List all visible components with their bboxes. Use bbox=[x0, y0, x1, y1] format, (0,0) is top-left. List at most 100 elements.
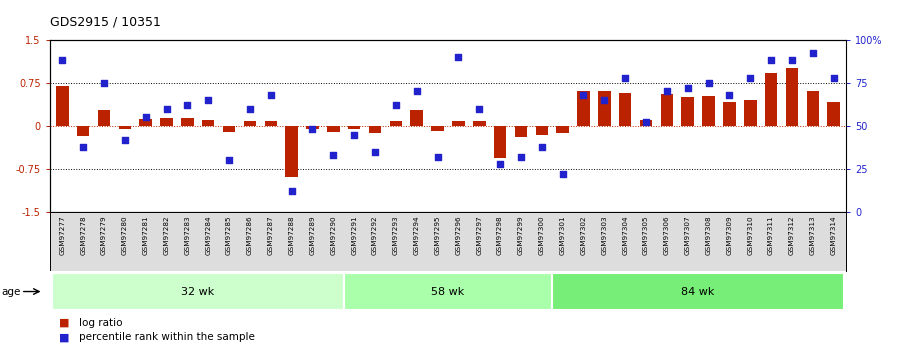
Bar bbox=[765, 73, 777, 126]
Text: GSM97304: GSM97304 bbox=[622, 215, 628, 255]
Bar bbox=[368, 126, 381, 133]
Bar bbox=[702, 96, 715, 126]
Point bbox=[97, 80, 111, 86]
Text: GSM97280: GSM97280 bbox=[122, 215, 128, 255]
Text: GSM97284: GSM97284 bbox=[205, 215, 211, 255]
Text: GSM97286: GSM97286 bbox=[247, 215, 252, 255]
Bar bbox=[473, 121, 485, 126]
Text: 32 wk: 32 wk bbox=[181, 287, 214, 296]
Bar bbox=[98, 110, 110, 126]
Text: GSM97281: GSM97281 bbox=[143, 215, 148, 255]
Text: GSM97311: GSM97311 bbox=[768, 215, 774, 255]
Point bbox=[118, 137, 132, 142]
Point bbox=[472, 106, 487, 111]
Point bbox=[639, 120, 653, 125]
Point bbox=[660, 89, 674, 94]
Bar bbox=[515, 126, 528, 137]
Text: GSM97295: GSM97295 bbox=[434, 215, 441, 255]
Point bbox=[556, 171, 570, 177]
Point bbox=[514, 154, 529, 160]
Text: GSM97282: GSM97282 bbox=[164, 215, 169, 255]
Bar bbox=[494, 126, 507, 158]
Bar bbox=[411, 110, 423, 126]
Text: GSM97302: GSM97302 bbox=[580, 215, 586, 255]
Point bbox=[180, 102, 195, 108]
Text: GSM97300: GSM97300 bbox=[538, 215, 545, 255]
Text: GSM97279: GSM97279 bbox=[101, 215, 107, 255]
Point bbox=[618, 75, 633, 80]
Text: GSM97306: GSM97306 bbox=[664, 215, 670, 255]
Text: GSM97308: GSM97308 bbox=[706, 215, 711, 255]
Text: 58 wk: 58 wk bbox=[432, 287, 464, 296]
Point bbox=[743, 75, 757, 80]
Text: GSM97301: GSM97301 bbox=[559, 215, 566, 255]
Point bbox=[305, 127, 319, 132]
Bar bbox=[56, 86, 69, 126]
Bar bbox=[536, 126, 548, 135]
Bar bbox=[661, 94, 673, 126]
Bar bbox=[598, 91, 611, 126]
Bar bbox=[552, 273, 844, 310]
Point bbox=[722, 92, 737, 98]
Point bbox=[201, 97, 215, 103]
Text: age: age bbox=[1, 287, 20, 296]
Text: ■: ■ bbox=[59, 318, 70, 327]
Point bbox=[452, 54, 466, 60]
Text: GSM97285: GSM97285 bbox=[226, 215, 232, 255]
Bar bbox=[119, 126, 131, 129]
Point bbox=[576, 92, 591, 98]
Text: GSM97309: GSM97309 bbox=[727, 215, 732, 255]
Text: GSM97310: GSM97310 bbox=[748, 215, 753, 255]
Text: GSM97303: GSM97303 bbox=[601, 215, 607, 255]
Point bbox=[243, 106, 257, 111]
Bar bbox=[306, 126, 319, 129]
Bar bbox=[786, 68, 798, 126]
Point bbox=[159, 106, 174, 111]
Text: ■: ■ bbox=[59, 333, 70, 342]
Text: GSM97293: GSM97293 bbox=[393, 215, 399, 255]
Point bbox=[55, 58, 70, 63]
Point bbox=[284, 189, 299, 194]
Text: GSM97290: GSM97290 bbox=[330, 215, 337, 255]
Text: GSM97277: GSM97277 bbox=[60, 215, 65, 255]
Point bbox=[493, 161, 508, 167]
Bar bbox=[243, 121, 256, 126]
Point bbox=[138, 115, 153, 120]
Bar bbox=[327, 126, 339, 132]
Bar bbox=[577, 91, 590, 126]
Text: GDS2915 / 10351: GDS2915 / 10351 bbox=[50, 16, 161, 29]
Text: GSM97296: GSM97296 bbox=[455, 215, 462, 255]
Text: GSM97289: GSM97289 bbox=[310, 215, 316, 255]
Point bbox=[388, 102, 403, 108]
Bar bbox=[806, 91, 819, 126]
Bar bbox=[619, 92, 632, 126]
Bar bbox=[452, 121, 464, 126]
Point bbox=[263, 92, 278, 98]
Text: GSM97292: GSM97292 bbox=[372, 215, 378, 255]
Bar bbox=[264, 121, 277, 126]
Point bbox=[826, 75, 841, 80]
Text: GSM97299: GSM97299 bbox=[518, 215, 524, 255]
Bar bbox=[681, 97, 694, 126]
Text: GSM97313: GSM97313 bbox=[810, 215, 815, 255]
Bar bbox=[557, 126, 569, 133]
Bar bbox=[202, 120, 214, 126]
Bar bbox=[77, 126, 90, 136]
Bar bbox=[285, 126, 298, 177]
Point bbox=[535, 144, 549, 149]
Point bbox=[681, 85, 695, 91]
Text: GSM97287: GSM97287 bbox=[268, 215, 274, 255]
Text: GSM97283: GSM97283 bbox=[185, 215, 190, 255]
Text: GSM97307: GSM97307 bbox=[685, 215, 691, 255]
Text: 84 wk: 84 wk bbox=[681, 287, 715, 296]
Point bbox=[222, 158, 236, 163]
Text: GSM97294: GSM97294 bbox=[414, 215, 420, 255]
Text: GSM97297: GSM97297 bbox=[476, 215, 482, 255]
Text: GSM97278: GSM97278 bbox=[81, 215, 86, 255]
Point bbox=[701, 80, 716, 86]
Point bbox=[805, 51, 820, 56]
Point bbox=[326, 152, 340, 158]
Point bbox=[76, 144, 91, 149]
Point bbox=[597, 97, 612, 103]
Point bbox=[430, 154, 444, 160]
